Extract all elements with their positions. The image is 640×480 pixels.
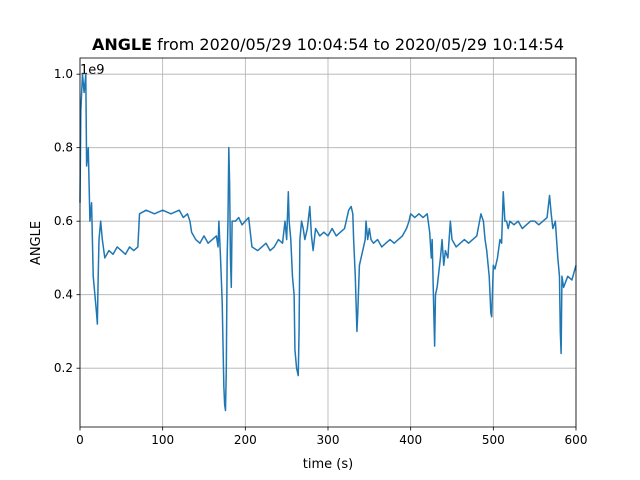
data-line [79, 73, 577, 412]
y-tick-label: 0.2 [54, 361, 73, 375]
y-tick-label: 0.4 [54, 288, 73, 302]
x-tick-label: 200 [234, 433, 257, 447]
chart-title: ANGLE from 2020/05/29 10:04:54 to 2020/0… [92, 35, 564, 54]
y-tick-label: 0.8 [54, 141, 73, 155]
x-tick-label: 300 [317, 433, 340, 447]
y-axis-label: ANGLE [29, 221, 44, 265]
x-axis-label: time (s) [303, 457, 353, 472]
x-tick-label: 500 [482, 433, 505, 447]
plot-frame [79, 57, 577, 428]
title-bold: ANGLE [92, 35, 152, 54]
y-tick-label: 0.6 [54, 214, 73, 228]
y-tick-label: 1.0 [54, 67, 73, 81]
y-offset-label: 1e9 [80, 63, 105, 78]
title-text: from 2020/05/29 10:04:54 to 2020/05/29 1… [157, 35, 564, 54]
x-tick-label: 100 [151, 433, 174, 447]
x-tick-label: 600 [565, 433, 588, 447]
x-tick-label: 400 [399, 433, 422, 447]
x-tick-label: 0 [76, 433, 84, 447]
